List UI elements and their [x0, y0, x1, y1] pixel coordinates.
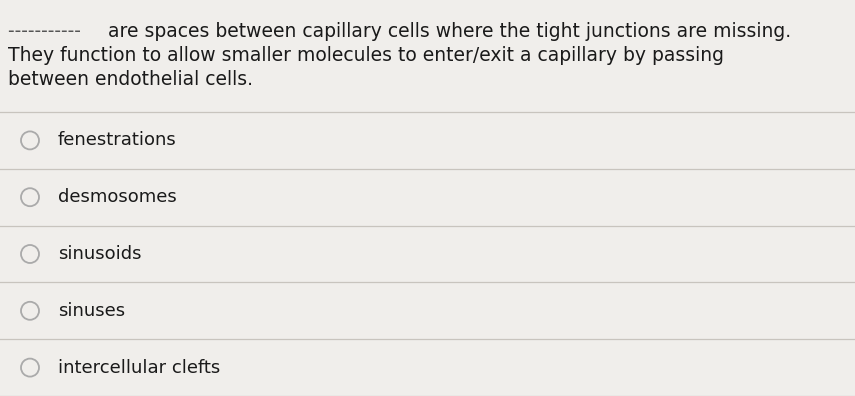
Text: sinusoids: sinusoids [58, 245, 141, 263]
Text: intercellular clefts: intercellular clefts [58, 359, 221, 377]
Text: are spaces between capillary cells where the tight junctions are missing.: are spaces between capillary cells where… [108, 22, 791, 41]
Text: desmosomes: desmosomes [58, 188, 177, 206]
Text: -----------: ----------- [8, 22, 87, 41]
Text: fenestrations: fenestrations [58, 131, 177, 149]
Text: They function to allow smaller molecules to enter/exit a capillary by passing: They function to allow smaller molecules… [8, 46, 724, 65]
Text: sinuses: sinuses [58, 302, 125, 320]
Text: between endothelial cells.: between endothelial cells. [8, 70, 253, 89]
